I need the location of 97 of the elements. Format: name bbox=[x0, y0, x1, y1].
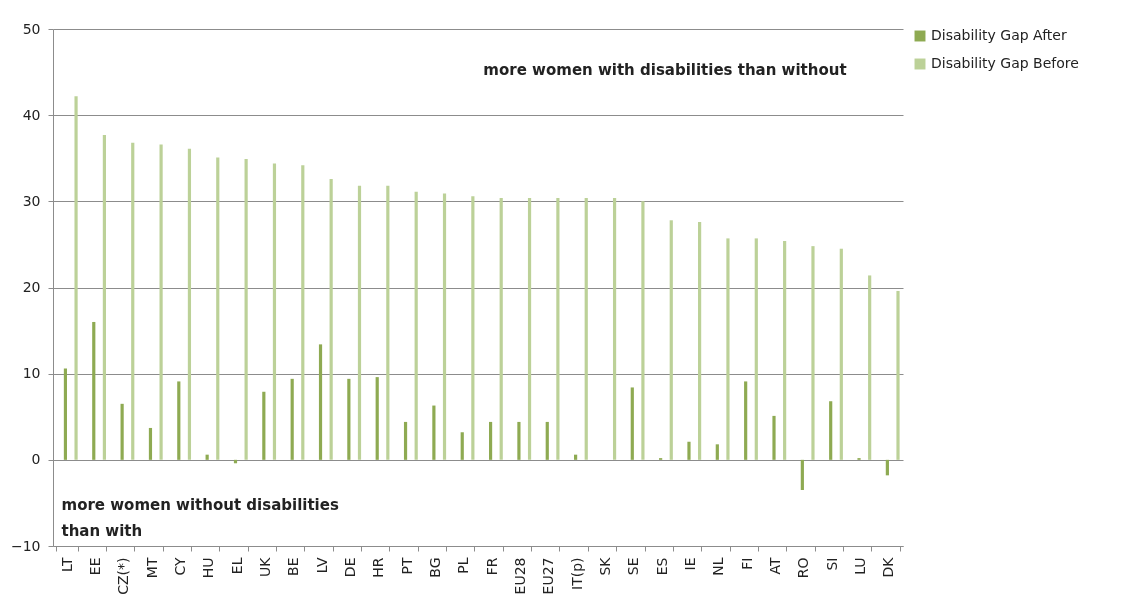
x-tick-label: BE bbox=[285, 557, 302, 576]
bar bbox=[187, 148, 192, 460]
bar bbox=[329, 178, 333, 460]
bar bbox=[403, 421, 408, 460]
annotation: more women without disabilities than with bbox=[61, 495, 339, 540]
bar bbox=[715, 444, 719, 460]
bar bbox=[131, 142, 135, 460]
x-tick-label: IE bbox=[682, 557, 699, 571]
bar bbox=[839, 248, 843, 460]
bar bbox=[432, 405, 436, 460]
bar bbox=[347, 378, 351, 460]
bar bbox=[216, 157, 220, 460]
bar bbox=[811, 246, 815, 460]
bar bbox=[290, 378, 294, 460]
bar bbox=[896, 290, 900, 460]
bar bbox=[460, 432, 464, 460]
x-tick-label: UK bbox=[256, 556, 273, 577]
x-tick-label: SK bbox=[597, 556, 614, 576]
x-tick-label: FI bbox=[738, 557, 755, 570]
x-tick-label: CY bbox=[171, 557, 188, 576]
x-tick-label: DK bbox=[880, 556, 897, 578]
x-tick-label: CZ(*) bbox=[115, 557, 132, 595]
bar bbox=[885, 459, 889, 476]
bar bbox=[783, 240, 787, 460]
x-tick-label: LT bbox=[58, 557, 75, 572]
bar bbox=[102, 134, 106, 460]
bar bbox=[386, 185, 390, 460]
x-tick-label: EL bbox=[228, 557, 245, 575]
bar bbox=[545, 421, 549, 460]
legend-label: Disability Gap After bbox=[931, 27, 1067, 43]
y-tick-label: 50 bbox=[22, 20, 41, 37]
bar bbox=[63, 368, 68, 460]
bar bbox=[754, 238, 758, 460]
y-tick-label: 20 bbox=[22, 279, 41, 295]
bar bbox=[726, 238, 730, 460]
bar bbox=[641, 201, 645, 460]
x-tick-label: SI bbox=[823, 557, 840, 571]
bar bbox=[357, 185, 362, 460]
bar bbox=[744, 381, 748, 460]
x-tick-label: ES bbox=[653, 557, 670, 576]
bar bbox=[120, 403, 124, 460]
x-tick-label: HU bbox=[200, 557, 217, 579]
bar bbox=[829, 401, 833, 460]
bar bbox=[148, 427, 153, 460]
x-tick-label: DE bbox=[341, 557, 358, 578]
bar bbox=[92, 321, 96, 460]
x-tick-label: LV bbox=[313, 557, 330, 574]
bar bbox=[318, 344, 323, 460]
x-tick-label: LU bbox=[852, 557, 869, 575]
bar bbox=[205, 454, 209, 460]
x-tick-label: RO bbox=[795, 557, 812, 579]
bar bbox=[584, 197, 588, 460]
x-tick-label: HR bbox=[370, 557, 387, 578]
x-tick-label: AT bbox=[767, 557, 784, 575]
x-tick-label: IT(p) bbox=[568, 557, 585, 590]
x-tick-label: NL bbox=[710, 557, 727, 576]
bar bbox=[244, 159, 248, 460]
bar bbox=[272, 163, 277, 460]
x-tick-label: EU28 bbox=[512, 557, 529, 595]
x-tick-label: PT bbox=[398, 557, 415, 575]
bar bbox=[630, 387, 634, 460]
bar bbox=[687, 441, 691, 460]
bar bbox=[556, 197, 560, 460]
y-tick-label: 30 bbox=[22, 192, 41, 209]
bar bbox=[612, 197, 617, 460]
x-tick-label: MT bbox=[143, 557, 160, 579]
bar bbox=[375, 377, 379, 460]
y-tick-label: 10 bbox=[22, 365, 41, 382]
bar bbox=[772, 415, 776, 460]
bar bbox=[527, 197, 532, 460]
x-tick-label: SE bbox=[625, 557, 642, 576]
bar bbox=[177, 381, 181, 460]
annotation: more women with disabilities than without bbox=[483, 61, 847, 80]
y-tick-label: −10 bbox=[10, 537, 41, 554]
bar bbox=[471, 196, 475, 460]
bar bbox=[800, 459, 804, 490]
bar bbox=[74, 96, 78, 460]
x-tick-label: EU27 bbox=[540, 557, 557, 595]
legend-label: Disability Gap Before bbox=[931, 55, 1079, 71]
bar bbox=[442, 193, 447, 460]
bar bbox=[499, 197, 503, 460]
bar bbox=[517, 421, 521, 460]
y-tick-label: 0 bbox=[31, 451, 41, 468]
x-tick-label: FR bbox=[483, 557, 500, 576]
x-tick-label: BG bbox=[426, 557, 443, 578]
x-tick-label: EE bbox=[86, 557, 103, 576]
bar bbox=[698, 222, 702, 460]
bar bbox=[488, 421, 493, 460]
bar bbox=[262, 391, 266, 460]
y-tick-label: 40 bbox=[22, 106, 41, 123]
bar bbox=[301, 165, 305, 460]
bar bbox=[414, 191, 418, 460]
bar bbox=[868, 275, 872, 460]
bar bbox=[669, 220, 673, 460]
bar bbox=[574, 454, 578, 460]
x-tick-label: PL bbox=[455, 557, 472, 574]
bar bbox=[159, 144, 163, 460]
